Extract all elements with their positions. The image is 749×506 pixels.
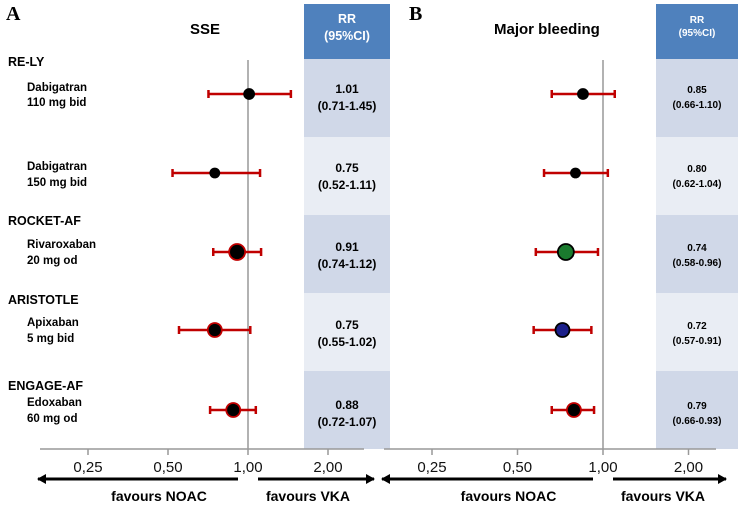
- rr-row-background: [656, 137, 738, 215]
- panel-a-x-axis: 0,25 0,50 1,00 2,00 favours NOAC favours VKA: [37, 448, 375, 504]
- panel-a-title: SSE: [190, 21, 220, 38]
- panel-a-plot-area: 1.01 (0.71-1.45) 0.75 (0.52-1.11) 0.91 (0.74-…: [171, 60, 377, 449]
- ci-value: (0.66-1.10): [673, 100, 722, 111]
- favours-noac-label: favours NOAC: [111, 488, 207, 504]
- rr-value: 0.75: [335, 318, 359, 332]
- drug-label-rivaroxaban-line1: Rivaroxaban: [27, 239, 96, 251]
- point-estimate-marker: [225, 402, 242, 418]
- ci-value: (0.72-1.07): [318, 415, 377, 429]
- drug-label-dabigatran-110-line2: 110 mg bid: [27, 97, 86, 109]
- panel-b: B Major bleeding RR (95%CI) 0.85 (0.66-1.…: [381, 3, 738, 504]
- point-estimate-marker: [209, 167, 221, 179]
- rr-value: 0.72: [687, 321, 707, 332]
- drug-label-apixaban-line1: Apixaban: [27, 317, 79, 329]
- rr-value: 0.88: [335, 398, 359, 412]
- point-estimate-marker: [243, 88, 256, 100]
- rr-row-background: [656, 293, 738, 371]
- rr-row-background: [304, 137, 390, 215]
- ci-value: (0.58-0.96): [673, 258, 722, 269]
- ci-value: (0.52-1.11): [318, 178, 376, 192]
- panel-b-plot-area: 0.85 (0.66-1.10) 0.80 (0.62-1.04) 0.74 (0.58-…: [532, 60, 722, 449]
- rr-row-background: [656, 371, 738, 449]
- favours-noac-label: favours NOAC: [461, 488, 557, 504]
- rr-value: 0.91: [335, 240, 359, 254]
- rr-row-background: [656, 215, 738, 293]
- rr-value: 0.75: [335, 161, 359, 175]
- panel-b-rr-header-line1: RR: [690, 15, 705, 26]
- panel-b-rr-header: [656, 4, 738, 59]
- point-estimate-marker: [577, 88, 589, 100]
- favours-vka-label: favours VKA: [621, 488, 705, 504]
- x-tick-label: 0,50: [153, 459, 182, 476]
- rr-row-background: [304, 371, 390, 449]
- ci-value: (0.74-1.12): [318, 257, 377, 271]
- panel-b-title: Major bleeding: [494, 21, 600, 38]
- drug-label-dabigatran-110-line1: Dabigatran: [27, 82, 87, 94]
- panel-a-rr-header-line2: (95%CI): [324, 29, 370, 43]
- ci-value: (0.71-1.45): [318, 99, 377, 113]
- rr-value: 0.80: [687, 164, 707, 175]
- point-estimate-marker: [566, 402, 582, 418]
- favours-vka-label: favours VKA: [266, 488, 350, 504]
- rr-row-background: [656, 59, 738, 137]
- x-tick-label: 0,50: [503, 459, 532, 476]
- x-tick-label: 0,25: [73, 459, 102, 476]
- ci-value: (0.57-0.91): [673, 336, 722, 347]
- ci-value: (0.66-0.93): [673, 416, 722, 427]
- panel-b-rr-header-line2: (95%CI): [679, 28, 716, 39]
- trial-label-rely: RE-LY: [8, 55, 45, 69]
- rr-value: 0.79: [687, 401, 707, 412]
- rr-row-background: [304, 59, 390, 137]
- rr-row-background: [304, 293, 390, 371]
- panel-a-rr-column: [304, 59, 390, 449]
- drug-label-dabigatran-150-line2: 150 mg bid: [27, 177, 87, 189]
- x-tick-label: 1,00: [588, 459, 617, 476]
- x-tick-label: 2,00: [313, 459, 342, 476]
- drug-label-apixaban-line2: 5 mg bid: [27, 333, 74, 345]
- point-estimate-marker: [206, 322, 223, 338]
- x-tick-label: 1,00: [233, 459, 262, 476]
- trial-label-engage-af: ENGAGE-AF: [8, 379, 83, 393]
- drug-label-edoxaban-line2: 60 mg od: [27, 413, 77, 425]
- panel-a-rr-header-line1: RR: [338, 12, 356, 26]
- panel-b-rr-column: [656, 59, 738, 449]
- panel-a-letter: A: [6, 3, 21, 25]
- panel-a-rr-header: [304, 4, 390, 59]
- rr-row-background: [304, 215, 390, 293]
- trial-label-rocket-af: ROCKET-AF: [8, 214, 81, 228]
- panel-b-letter: B: [409, 3, 422, 25]
- rr-value: 0.74: [687, 243, 707, 254]
- rr-value: 1.01: [335, 82, 359, 96]
- drug-label-rivaroxaban-line2: 20 mg od: [27, 255, 77, 267]
- point-estimate-marker: [554, 322, 571, 338]
- panel-a: A SSE RR (95%CI) RE-LY Dabigatran 110 mg…: [6, 3, 390, 504]
- point-estimate-marker: [228, 243, 247, 261]
- x-tick-label: 2,00: [674, 459, 703, 476]
- point-estimate-marker: [570, 167, 581, 179]
- trial-label-aristotle: ARISTOTLE: [8, 293, 79, 307]
- x-tick-label: 0,25: [417, 459, 446, 476]
- rr-value: 0.85: [687, 85, 707, 96]
- drug-label-edoxaban-line1: Edoxaban: [27, 397, 82, 409]
- point-estimate-marker: [556, 243, 575, 261]
- panel-b-x-axis: 0,25 0,50 1,00 2,00 favours NOAC favours VKA: [381, 448, 727, 504]
- drug-label-dabigatran-150-line1: Dabigatran: [27, 161, 87, 173]
- ci-value: (0.55-1.02): [318, 335, 377, 349]
- ci-value: (0.62-1.04): [673, 179, 722, 190]
